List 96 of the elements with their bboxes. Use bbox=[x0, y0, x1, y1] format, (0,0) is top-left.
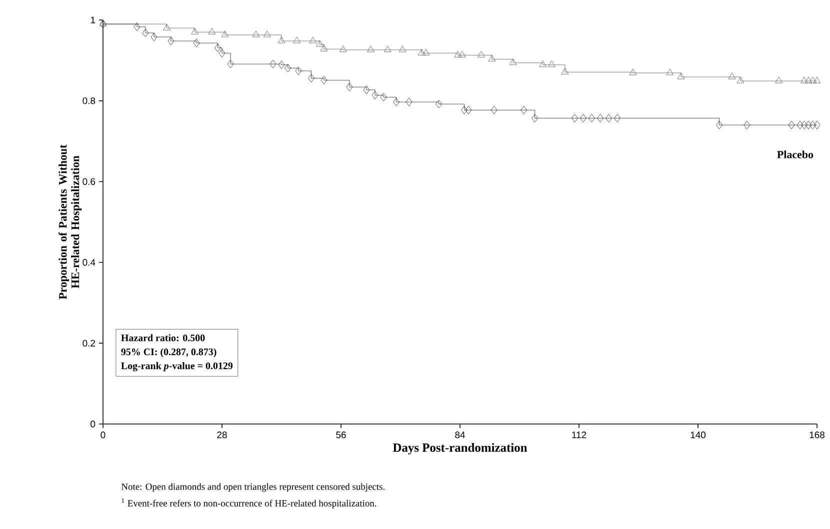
point bbox=[736, 76, 744, 84]
point bbox=[572, 114, 578, 122]
point bbox=[580, 114, 586, 122]
point bbox=[677, 72, 685, 80]
point bbox=[218, 48, 226, 58]
series-label: Placebo bbox=[777, 150, 814, 158]
point bbox=[561, 68, 569, 74]
annotation: 95% CI: (0.287, 0.873) bbox=[121, 348, 216, 358]
point bbox=[372, 90, 378, 100]
point bbox=[520, 106, 527, 114]
point bbox=[308, 74, 314, 82]
point bbox=[193, 38, 200, 48]
point bbox=[295, 66, 302, 76]
point bbox=[422, 48, 430, 56]
point bbox=[614, 114, 620, 122]
point bbox=[150, 32, 158, 42]
point bbox=[809, 76, 816, 84]
point bbox=[465, 106, 472, 114]
point bbox=[163, 24, 170, 30]
point bbox=[458, 50, 466, 58]
x-tick-label: 168 bbox=[810, 432, 824, 438]
point bbox=[384, 46, 392, 52]
point bbox=[252, 30, 260, 38]
point bbox=[320, 76, 328, 84]
point bbox=[775, 76, 782, 84]
point bbox=[461, 106, 468, 114]
x-axis-title: Days Post-randomization bbox=[392, 443, 528, 454]
point bbox=[796, 120, 804, 130]
point bbox=[606, 114, 612, 122]
x-tick-label: 112 bbox=[572, 432, 586, 438]
point bbox=[805, 120, 812, 130]
point bbox=[509, 58, 517, 66]
point bbox=[142, 28, 149, 38]
point bbox=[532, 114, 538, 122]
point bbox=[393, 98, 400, 106]
point bbox=[346, 82, 353, 92]
point bbox=[490, 106, 498, 114]
point bbox=[488, 54, 496, 62]
point bbox=[191, 28, 198, 34]
x-tick-label: 0 bbox=[100, 432, 106, 438]
point bbox=[227, 60, 234, 68]
point bbox=[406, 98, 412, 106]
point bbox=[309, 36, 317, 44]
point bbox=[478, 50, 485, 58]
point bbox=[270, 60, 276, 68]
y-tick-label: 0.4 bbox=[82, 259, 96, 266]
point bbox=[629, 68, 637, 76]
y-tick-label: 0 bbox=[90, 420, 96, 428]
text: $^{1}$ Event-free refers to non-occurrence of HE-related hospitalization. bbox=[122, 498, 376, 508]
point bbox=[788, 120, 795, 130]
point bbox=[744, 120, 750, 130]
x-tick-label: 140 bbox=[690, 432, 706, 438]
point bbox=[436, 100, 442, 108]
x-tick-label: 28 bbox=[217, 432, 227, 438]
point bbox=[810, 120, 816, 130]
point bbox=[454, 50, 462, 58]
point bbox=[804, 76, 812, 84]
point bbox=[813, 76, 821, 84]
point bbox=[539, 60, 547, 68]
annotation: Log-rank p-value = 0.0129 bbox=[121, 362, 233, 372]
point bbox=[284, 64, 292, 72]
point bbox=[134, 22, 140, 32]
point bbox=[800, 76, 808, 84]
point bbox=[208, 28, 216, 34]
point bbox=[339, 46, 347, 52]
y-tick-label: 0.6 bbox=[82, 178, 96, 185]
point bbox=[278, 36, 286, 44]
point bbox=[263, 30, 271, 38]
point bbox=[363, 86, 370, 94]
x-tick-label: 56 bbox=[336, 432, 346, 438]
point bbox=[548, 60, 556, 68]
point bbox=[418, 48, 426, 56]
point bbox=[293, 36, 300, 44]
point bbox=[316, 40, 324, 46]
point bbox=[278, 60, 285, 70]
point bbox=[320, 44, 328, 52]
y-tick-label: 0.8 bbox=[82, 97, 96, 104]
point bbox=[214, 44, 221, 52]
point bbox=[380, 92, 387, 102]
x-tick-label: 84 bbox=[455, 432, 465, 438]
point bbox=[221, 30, 229, 38]
point bbox=[398, 46, 406, 52]
text: Note: Open diamonds and open triangles represent censored subjects. bbox=[121, 483, 384, 492]
annotation: Hazard ratio: 0.500 bbox=[121, 334, 205, 342]
point bbox=[367, 46, 374, 52]
point bbox=[597, 114, 604, 122]
y-tick-label: 0.2 bbox=[82, 340, 96, 347]
point bbox=[716, 120, 722, 130]
point bbox=[801, 120, 808, 130]
point bbox=[728, 72, 736, 80]
y-axis-title: Proportion of Patients Without HE-related Hospitalization bbox=[58, 144, 82, 300]
y-tick-label: 1 bbox=[90, 16, 96, 24]
point bbox=[588, 114, 595, 122]
point bbox=[814, 120, 820, 130]
point bbox=[666, 68, 674, 76]
point bbox=[168, 36, 174, 46]
